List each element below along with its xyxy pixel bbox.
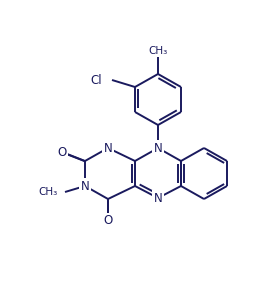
Text: O: O (103, 214, 113, 228)
Text: N: N (104, 141, 112, 155)
Text: CH₃: CH₃ (148, 46, 168, 56)
Text: N: N (154, 141, 162, 155)
Text: Cl: Cl (90, 74, 102, 86)
Text: O: O (57, 146, 67, 159)
Text: N: N (81, 180, 89, 193)
Text: CH₃: CH₃ (39, 187, 58, 197)
Text: N: N (154, 191, 162, 205)
